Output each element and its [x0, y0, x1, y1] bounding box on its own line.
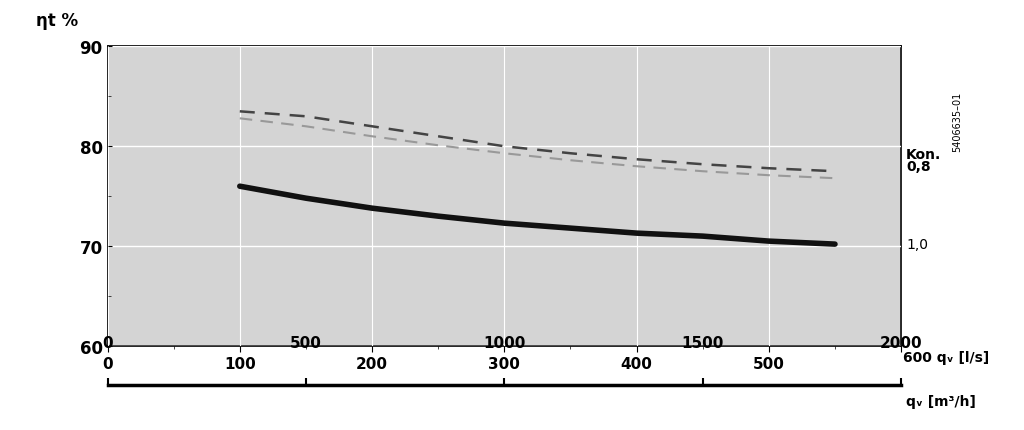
- Text: ηt %: ηt %: [36, 12, 78, 30]
- Text: 5406635–01: 5406635–01: [952, 92, 963, 152]
- Text: 1,0: 1,0: [906, 237, 928, 252]
- Text: 600 qᵥ [l/s]: 600 qᵥ [l/s]: [903, 350, 989, 364]
- Text: qᵥ [m³/h]: qᵥ [m³/h]: [906, 394, 976, 408]
- Text: 0,8: 0,8: [906, 160, 931, 174]
- Text: Kon.: Kon.: [906, 148, 941, 162]
